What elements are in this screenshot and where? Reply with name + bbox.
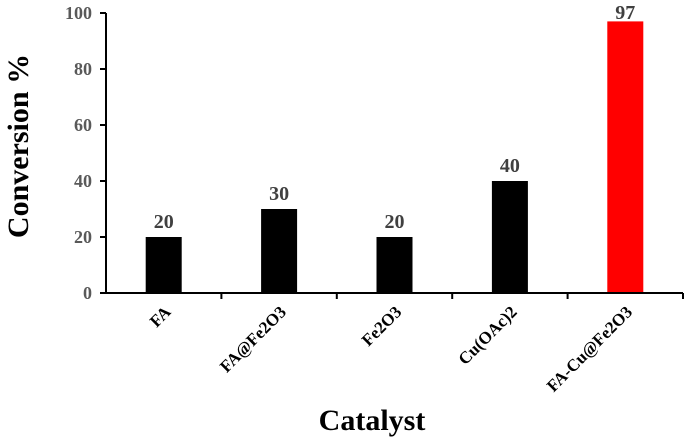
y-tick-label: 100 [65,3,92,23]
x-axis-title: Catalyst [319,404,426,437]
y-tick-label: 80 [74,59,92,79]
y-tick-label: 0 [83,283,92,303]
bar-5 [607,21,644,294]
data-label-1: 20 [154,211,174,233]
x-category-label-1: FA [146,302,175,331]
y-tick-label: 60 [74,115,92,135]
bar-2 [261,209,298,293]
data-labels: 20 30 20 40 97 [154,2,636,233]
x-axis-ticks: FA FA@Fe2O3 Fe2O3 Cu(OAc)2 FA-Cu@Fe2O3 [146,293,684,396]
bar-1 [145,237,182,293]
y-axis-ticks: 0 20 40 60 80 100 [65,3,106,303]
data-label-3: 20 [385,211,405,233]
data-label-2: 30 [269,183,289,205]
bars [145,21,644,294]
x-category-label-2: FA@Fe2O3 [216,302,290,376]
data-label-5: 97 [615,2,635,24]
y-tick-label: 40 [74,171,92,191]
bar-3 [376,237,413,293]
y-tick-label: 20 [74,227,92,247]
x-category-label-4: Cu(OAc)2 [455,302,521,368]
y-axis-title: Conversion % [2,54,35,238]
bar-4 [491,181,528,293]
x-category-label-3: Fe2O3 [358,302,405,349]
data-label-4: 40 [500,155,520,177]
x-category-label-5: FA-Cu@Fe2O3 [543,302,636,395]
